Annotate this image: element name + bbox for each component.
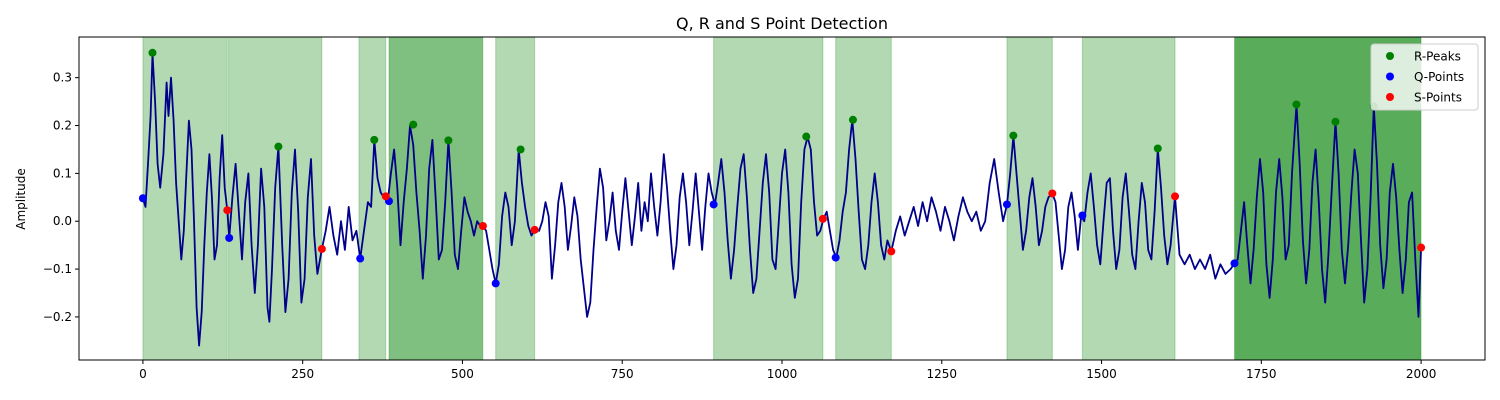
legend-marker — [1386, 72, 1394, 81]
y-tick-label: 0.0 — [53, 214, 72, 228]
legend: R-Peaks Q-Points S-Points — [1370, 43, 1479, 111]
q-points-marker — [138, 194, 147, 203]
chart-title: Q, R and S Point Detection — [676, 14, 888, 33]
q-points-marker — [491, 279, 500, 288]
highlight-regions — [142, 36, 1422, 361]
r-peaks-marker — [370, 135, 379, 144]
r-peaks-marker — [516, 145, 525, 154]
s-points-marker — [1171, 192, 1180, 201]
y-tick-label: 0.3 — [53, 71, 72, 85]
q-points-marker — [356, 254, 365, 263]
legend-box — [1370, 43, 1479, 111]
r-peaks-marker — [1331, 117, 1340, 126]
highlight-region-5 — [495, 36, 536, 361]
r-peaks-marker — [848, 115, 857, 124]
r-peaks-marker — [409, 120, 418, 129]
legend-label: Q-Points — [1414, 70, 1464, 84]
r-peaks-marker — [1292, 100, 1301, 109]
s-points-marker — [223, 206, 232, 215]
x-tick-label: 750 — [611, 367, 634, 381]
s-points-marker — [478, 222, 487, 231]
s-points-marker — [818, 214, 827, 223]
legend-label: R-Peaks — [1414, 50, 1461, 64]
x-tick-label: 1500 — [1086, 367, 1117, 381]
y-tick-label: −0.1 — [43, 262, 72, 276]
q-points-marker — [225, 233, 234, 242]
x-axis: 0 250 500 750 1000 1250 1500 1750 2000 — [139, 360, 1436, 381]
y-axis-label: Amplitude — [14, 168, 28, 230]
s-points-marker — [1417, 243, 1426, 252]
q-points-marker — [1230, 259, 1239, 268]
legend-label: S-Points — [1414, 91, 1462, 105]
y-tick-label: −0.2 — [43, 310, 72, 324]
y-tick-label: 0.1 — [53, 166, 72, 180]
r-peaks-marker — [1153, 144, 1162, 153]
y-tick-label: 0.2 — [53, 119, 72, 133]
x-tick-label: 1250 — [926, 367, 957, 381]
plot-area — [138, 36, 1426, 361]
r-peaks-marker — [274, 142, 283, 151]
s-points-marker — [317, 244, 326, 253]
x-tick-label: 0 — [139, 367, 147, 381]
r-peaks-marker — [1009, 131, 1018, 140]
x-tick-label: 250 — [291, 367, 314, 381]
detection-markers — [138, 48, 1426, 288]
q-points-marker — [709, 200, 718, 209]
r-peaks-marker — [148, 48, 157, 57]
y-axis: −0.2 −0.1 0.0 0.1 0.2 0.3 — [43, 71, 79, 324]
s-points-marker — [887, 247, 896, 256]
r-peaks-marker — [802, 132, 811, 141]
x-tick-label: 1000 — [767, 367, 798, 381]
s-points-marker — [1048, 189, 1057, 198]
signal-line — [142, 52, 1422, 347]
q-points-marker — [1078, 211, 1087, 220]
s-points-marker — [381, 192, 390, 201]
legend-marker — [1386, 52, 1394, 60]
x-tick-label: 1750 — [1246, 367, 1277, 381]
x-tick-label: 2000 — [1406, 367, 1437, 381]
r-peaks-marker — [444, 136, 453, 145]
s-points-marker — [530, 225, 539, 234]
q-points-marker — [831, 253, 840, 262]
legend-marker — [1386, 93, 1394, 101]
highlight-region-6 — [713, 36, 824, 361]
q-points-marker — [1002, 200, 1011, 209]
x-tick-label: 500 — [451, 367, 474, 381]
